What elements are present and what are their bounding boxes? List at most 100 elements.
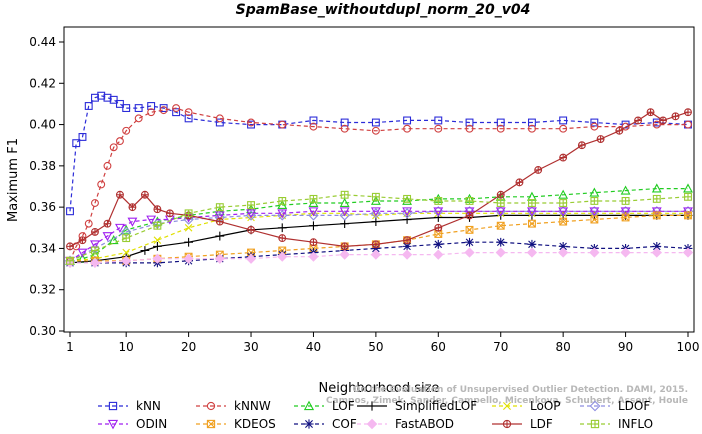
data-point-odin xyxy=(339,207,350,217)
series-line-loop xyxy=(69,212,688,262)
series-inflo xyxy=(66,190,692,265)
data-point-lof xyxy=(402,195,413,205)
data-point-fastabod xyxy=(401,249,413,260)
data-point-ldf xyxy=(140,190,149,199)
data-point-lof xyxy=(339,197,350,207)
legend-marker xyxy=(502,419,512,429)
data-point-knn xyxy=(172,108,181,117)
series-ldf xyxy=(66,108,692,251)
data-point-kdeos xyxy=(527,219,536,228)
data-point-knn xyxy=(496,118,505,127)
data-point-odin xyxy=(214,211,225,221)
legend-marker xyxy=(366,418,378,430)
data-point-knnw xyxy=(184,108,193,117)
y-axis-label: Maximum F1 xyxy=(6,138,21,222)
data-point-knn xyxy=(72,139,81,148)
data-point-cof xyxy=(527,239,537,249)
data-point-ldof xyxy=(308,210,319,221)
legend-marker xyxy=(503,402,511,410)
legend-marker xyxy=(304,419,314,429)
data-point-knnw xyxy=(403,124,412,133)
data-point-knn xyxy=(309,116,318,125)
data-point-knnw xyxy=(109,143,118,152)
data-point-knn xyxy=(247,120,255,129)
data-point-inflo xyxy=(122,234,131,243)
data-point-fastabod xyxy=(339,249,350,260)
legend-label: kNNW xyxy=(234,399,271,413)
plot-frame xyxy=(63,26,695,333)
data-point-cof xyxy=(402,241,412,251)
data-point-simplifiedlof xyxy=(371,217,381,226)
data-point-inflo xyxy=(621,197,630,205)
data-point-kdeos xyxy=(590,215,599,224)
data-point-fastabod xyxy=(526,247,538,258)
data-point-knnw xyxy=(684,120,692,129)
data-point-fastabod xyxy=(495,247,506,258)
data-point-knnw xyxy=(247,118,255,127)
watermark-line-1: On the Evaluation of Unsupervised Outlie… xyxy=(353,385,688,395)
x-tick-label: 80 xyxy=(556,340,571,354)
data-point-loop xyxy=(153,236,162,244)
x-tick-label: 90 xyxy=(618,340,633,354)
legend-label: KDEOS xyxy=(234,417,276,431)
y-tick-label: 0.38 xyxy=(29,159,56,173)
x-tick-label: 60 xyxy=(431,340,446,354)
data-point-knnw xyxy=(122,126,131,135)
data-point-knnw xyxy=(172,104,181,113)
data-point-ldf xyxy=(534,166,543,174)
data-point-ldf xyxy=(659,116,667,125)
data-point-ldf xyxy=(247,225,255,234)
data-point-knnw xyxy=(309,122,318,131)
data-point-ldof xyxy=(339,210,350,221)
data-point-inflo xyxy=(465,197,474,205)
data-point-inflo xyxy=(215,203,224,212)
data-point-knn xyxy=(184,114,193,123)
x-tick-label: 30 xyxy=(243,340,258,354)
data-point-ldf xyxy=(340,242,349,251)
data-point-odin xyxy=(402,207,413,217)
legend-item-loop: LoOP xyxy=(492,399,561,413)
data-point-odin xyxy=(277,209,288,219)
data-point-inflo xyxy=(559,199,568,207)
data-point-fastabod xyxy=(245,253,257,264)
data-point-odin xyxy=(589,207,600,217)
data-point-ldf xyxy=(91,227,99,236)
legend-item-simplifiedlof: SimplifiedLOF xyxy=(357,399,477,413)
data-point-ldf xyxy=(515,178,524,187)
legend-item-odin: ODIN xyxy=(98,417,167,431)
data-point-ldf xyxy=(465,211,474,220)
data-point-knn xyxy=(66,207,74,216)
legend-label: LDOF xyxy=(618,399,650,413)
data-point-ldf xyxy=(278,234,287,243)
data-point-odin xyxy=(495,207,506,217)
data-point-knn xyxy=(122,104,131,113)
data-point-knn xyxy=(434,116,443,125)
data-point-inflo xyxy=(371,192,380,201)
data-point-inflo xyxy=(403,194,412,203)
data-point-fastabod xyxy=(682,247,694,258)
legend-marker xyxy=(589,400,601,412)
data-point-lof xyxy=(558,189,569,199)
data-point-odin xyxy=(146,215,157,225)
data-point-knn xyxy=(115,99,124,108)
data-point-knnw xyxy=(134,114,143,123)
legend-marker xyxy=(108,401,118,411)
data-point-knn xyxy=(215,118,224,127)
data-point-knnw xyxy=(621,122,630,131)
series-line-fastabod xyxy=(70,252,688,264)
data-point-kdeos xyxy=(621,213,630,222)
data-point-ldof xyxy=(277,210,288,221)
series-line-odin xyxy=(69,210,688,262)
x-tick-label: 1 xyxy=(66,340,74,354)
legend-label: COF xyxy=(332,417,357,431)
data-point-inflo xyxy=(247,201,255,210)
legend-item-knnw: kNNW xyxy=(196,399,271,413)
data-point-fastabod xyxy=(89,257,101,268)
legend-label: LoOP xyxy=(530,399,561,413)
data-point-fastabod xyxy=(152,253,163,264)
data-point-fastabod xyxy=(370,249,381,260)
data-point-kdeos xyxy=(652,211,661,220)
data-point-knnw xyxy=(147,108,156,117)
data-point-knn xyxy=(78,133,87,141)
data-point-simplifiedlof xyxy=(277,223,287,233)
